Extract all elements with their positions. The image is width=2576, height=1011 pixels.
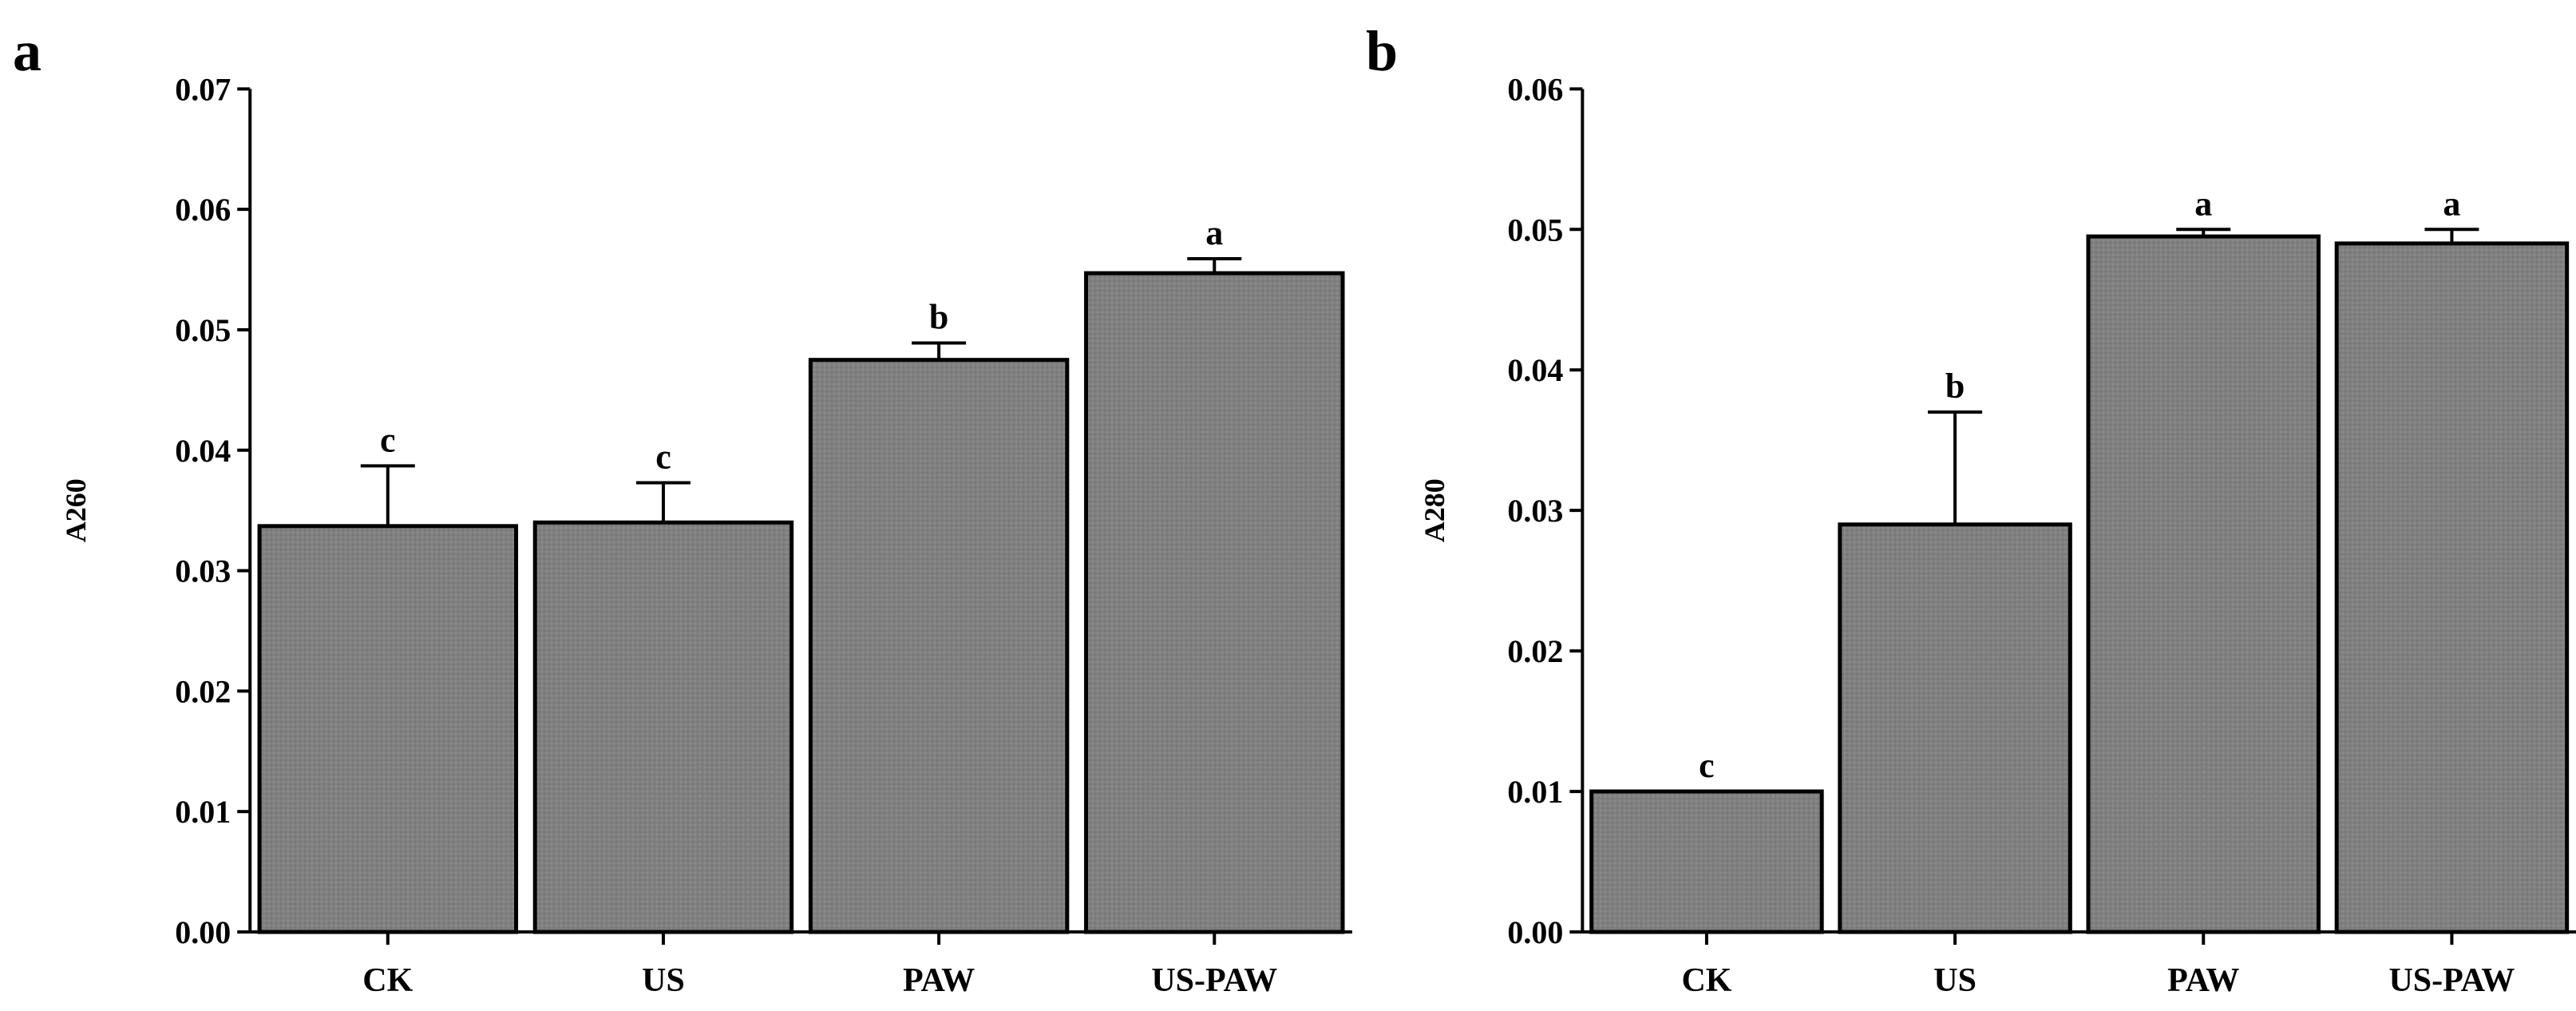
y-tick-label: 0.01: [175, 794, 231, 830]
bar-ck: [1589, 789, 1824, 934]
significance-label: c: [380, 420, 396, 459]
bar-us: [1838, 522, 2072, 934]
x-tick-label: PAW: [2167, 962, 2239, 999]
panel-letter-b: b: [1366, 19, 1398, 83]
y-tick-label: 0.05: [175, 312, 231, 348]
significance-label: a: [1205, 213, 1223, 252]
significance-label: a: [2443, 184, 2460, 223]
bar-us-paw: [2334, 241, 2570, 934]
y-tick-label: 0.04: [175, 433, 231, 469]
significance-label: c: [655, 437, 671, 476]
y-tick-label: 0.07: [175, 71, 231, 107]
y-tick-label: 0.02: [1507, 633, 1563, 669]
x-tick-label: US: [1933, 962, 1977, 999]
y-tick-label: 0.06: [175, 192, 231, 228]
y-axis-title: A280: [1419, 478, 1450, 542]
y-tick-label: 0.00: [175, 914, 231, 950]
y-tick-label: 0.06: [1507, 71, 1563, 107]
y-tick-label: 0.00: [1507, 914, 1563, 950]
y-axis-title: A260: [60, 478, 92, 542]
chart-panel-b: b 0.00 0.01 0.02 0.03 0.04 0.05 0.06 A280 c CK b US…: [1366, 19, 2576, 999]
significance-label: a: [2194, 184, 2212, 223]
bar-paw: [808, 358, 1070, 934]
significance-label: b: [929, 298, 948, 337]
x-tick-label: US-PAW: [2388, 962, 2515, 999]
y-tick-label: 0.03: [1507, 493, 1563, 529]
bar-ck: [257, 524, 519, 934]
significance-label: c: [1699, 746, 1715, 785]
x-tick-label: PAW: [903, 962, 975, 999]
significance-label: b: [1945, 367, 1965, 406]
x-tick-label: CK: [1681, 962, 1731, 999]
y-tick-label: 0.01: [1507, 774, 1563, 810]
chart-panel-a: a 0.00 0.01 0.02 0.03 0.04 0.05 0.06 0.07 A260 c C…: [13, 19, 1352, 999]
x-tick-label: US-PAW: [1151, 962, 1277, 999]
y-tick-label: 0.05: [1507, 212, 1563, 248]
y-tick-label: 0.02: [175, 673, 231, 709]
bar-paw: [2086, 234, 2321, 934]
y-tick-label: 0.03: [175, 553, 231, 589]
bar-us: [532, 520, 794, 934]
x-tick-label: CK: [362, 962, 413, 999]
panel-letter-a: a: [13, 19, 42, 83]
bar-us-paw: [1084, 271, 1345, 934]
x-tick-label: US: [642, 962, 685, 999]
y-tick-label: 0.04: [1507, 352, 1563, 388]
